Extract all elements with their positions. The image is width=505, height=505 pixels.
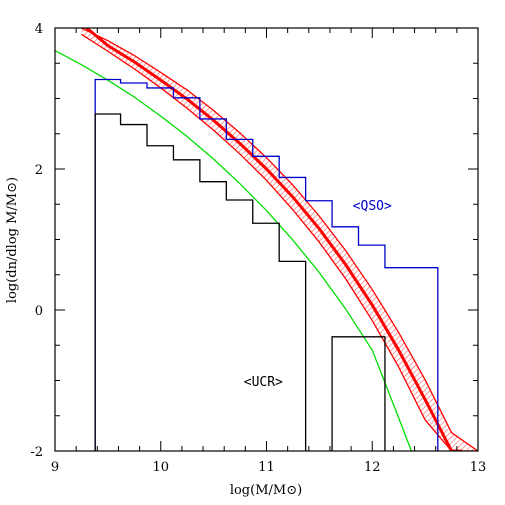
x-tick-label: 9 — [51, 460, 59, 475]
y-tick-label: -2 — [30, 445, 43, 460]
y-tick-label: 2 — [35, 163, 43, 178]
y-axis-title: log(dn/dlog M/M⊙) — [5, 177, 20, 303]
series-3-histogram-0 — [94, 113, 307, 451]
x-tick-label: 11 — [258, 460, 275, 475]
series-2-histogram-0 — [94, 78, 439, 451]
series-0-line — [85, 28, 463, 451]
x-tick-label: 10 — [152, 460, 169, 475]
series-3-histogram-1 — [331, 336, 386, 451]
annotations: <QSO> <UCR> — [244, 199, 392, 390]
band-lower-edge — [81, 33, 478, 451]
y-tick-label: 4 — [35, 22, 43, 37]
axis-ticks — [54, 27, 479, 452]
annotation-1: <UCR> — [244, 375, 283, 390]
y-tick-label: 0 — [35, 304, 43, 319]
annotation-0: <QSO> — [353, 199, 392, 214]
series-1-line — [55, 49, 412, 451]
plot-area — [55, 28, 478, 451]
tick-labels: 9 10 11 12 13 -2 0 2 4 — [30, 22, 486, 475]
x-tick-label: 12 — [364, 460, 381, 475]
x-tick-label: 13 — [470, 460, 487, 475]
x-axis-title: log(M/M⊙) — [230, 483, 302, 498]
